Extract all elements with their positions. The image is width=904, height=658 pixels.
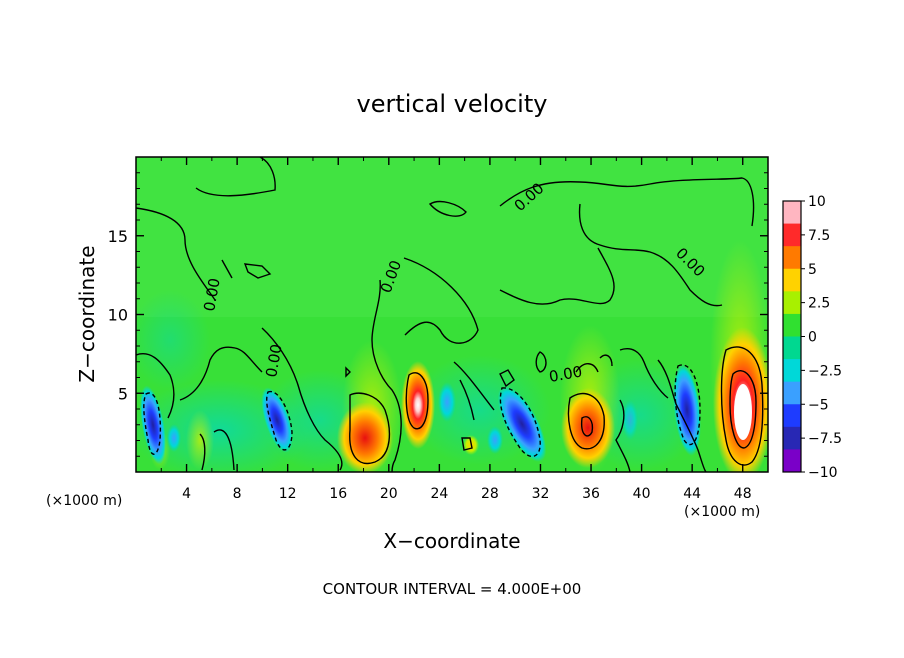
- contour-line: [428, 200, 467, 217]
- contour-line: [720, 346, 764, 466]
- colorbar-label: 0: [808, 330, 817, 346]
- contour-line: [199, 429, 235, 471]
- contour-line-negative: [266, 390, 293, 451]
- contour-line: [453, 361, 495, 421]
- colorbar-label: −10: [808, 465, 838, 481]
- colorbar-label: 10: [808, 194, 826, 210]
- colorbar-swatch: [783, 359, 801, 383]
- colorbar-swatch: [783, 313, 801, 337]
- downdraft-cell: [167, 424, 181, 452]
- colorbar: 10 7.5 5 2.5 0 −2.5 −5 −7.5 −10: [782, 194, 842, 481]
- contour-label: 0.00: [262, 343, 286, 379]
- contour-line: [729, 370, 757, 449]
- x-tick-label: 40: [633, 486, 651, 502]
- y-axis: 5 10 15: [108, 172, 768, 457]
- x-tick-label: 48: [734, 486, 752, 502]
- contour-line: [499, 177, 755, 307]
- colorbar-label: 2.5: [808, 296, 830, 312]
- colorbar-swatch: [783, 268, 801, 292]
- contour-line: [243, 263, 272, 279]
- contour-line: [657, 359, 707, 472]
- downdraft-cell: [622, 400, 638, 440]
- x-tick-label: 8: [233, 486, 242, 502]
- updraft-core: [734, 384, 752, 440]
- colorbar-label: −7.5: [808, 431, 842, 447]
- x-tick-label: 44: [683, 486, 701, 502]
- contour-line: [371, 279, 402, 472]
- contour-label: 0.00: [200, 277, 224, 313]
- colorbar-swatch: [783, 223, 801, 247]
- contour-line: [349, 392, 391, 465]
- contour-line: [261, 327, 343, 471]
- colorbar-swatch: [783, 336, 801, 360]
- chart-title: vertical velocity: [357, 90, 548, 118]
- y-axis-label: Z−coordinate: [75, 245, 99, 382]
- colorbar-swatch: [783, 449, 801, 473]
- colorbar-swatch: [783, 426, 801, 450]
- contour-line: [567, 392, 605, 450]
- x-tick-label: 4: [182, 486, 191, 502]
- x-unit-label-right: (×1000 m): [684, 504, 760, 520]
- x-tick-label: 36: [582, 486, 600, 502]
- colorbar-label: 7.5: [808, 228, 830, 244]
- x-tick-label: 32: [532, 486, 550, 502]
- colorbar-swatch: [783, 404, 801, 428]
- cyan-band: [136, 290, 210, 390]
- contour-line: [499, 351, 547, 388]
- contour-line-negative: [674, 364, 701, 446]
- updraft-cell: [337, 402, 393, 472]
- contour-label: 0.00: [548, 362, 584, 386]
- colorbar-swatch: [783, 381, 801, 405]
- x-tick-label: 20: [380, 486, 398, 502]
- downdraft-cell: [497, 386, 547, 462]
- x-unit-label-left: (×1000 m): [46, 493, 122, 509]
- y-tick-label: 15: [108, 227, 128, 246]
- y-tick-label: 10: [108, 306, 128, 325]
- contour-line: [499, 247, 615, 305]
- contour-line: [403, 257, 479, 344]
- contour-line: [615, 399, 631, 472]
- x-tick-label: 28: [481, 486, 499, 502]
- contour-line: [575, 348, 669, 399]
- x-axis: 4 8 12 16 20 24 28 32 36 40 44 48: [160, 157, 752, 502]
- updraft-cell: [401, 361, 435, 449]
- yellow-band: [186, 410, 214, 470]
- downdraft-cell: [438, 382, 456, 422]
- colorbar-label: 5: [808, 262, 817, 278]
- contour-line: [136, 346, 263, 419]
- x-tick-label: 12: [279, 486, 297, 502]
- contour-line: [345, 366, 473, 451]
- downdraft-cell: [261, 387, 293, 453]
- colorbar-label: −5: [808, 397, 829, 413]
- contour-line: [136, 157, 276, 301]
- contour-lines: [136, 157, 764, 472]
- x-tick-label: 24: [430, 486, 448, 502]
- downdraft-cell: [487, 426, 503, 454]
- contour-line-negative: [143, 392, 162, 455]
- x-tick-label: 16: [329, 486, 347, 502]
- y-tick-label: 5: [118, 384, 128, 403]
- colorbar-swatch: [783, 201, 801, 225]
- colorbar-swatch: [783, 246, 801, 270]
- contour-line-negative: [499, 387, 541, 458]
- x-axis-label: X−coordinate: [383, 529, 520, 553]
- contour-interval-note: CONTOUR INTERVAL = 4.000E+00: [323, 580, 582, 598]
- contour-line: [405, 372, 429, 430]
- downdraft-cell: [673, 364, 701, 456]
- colorbar-swatch: [783, 291, 801, 315]
- colorbar-label: −2.5: [808, 363, 842, 379]
- field-upper-tint: [136, 157, 768, 317]
